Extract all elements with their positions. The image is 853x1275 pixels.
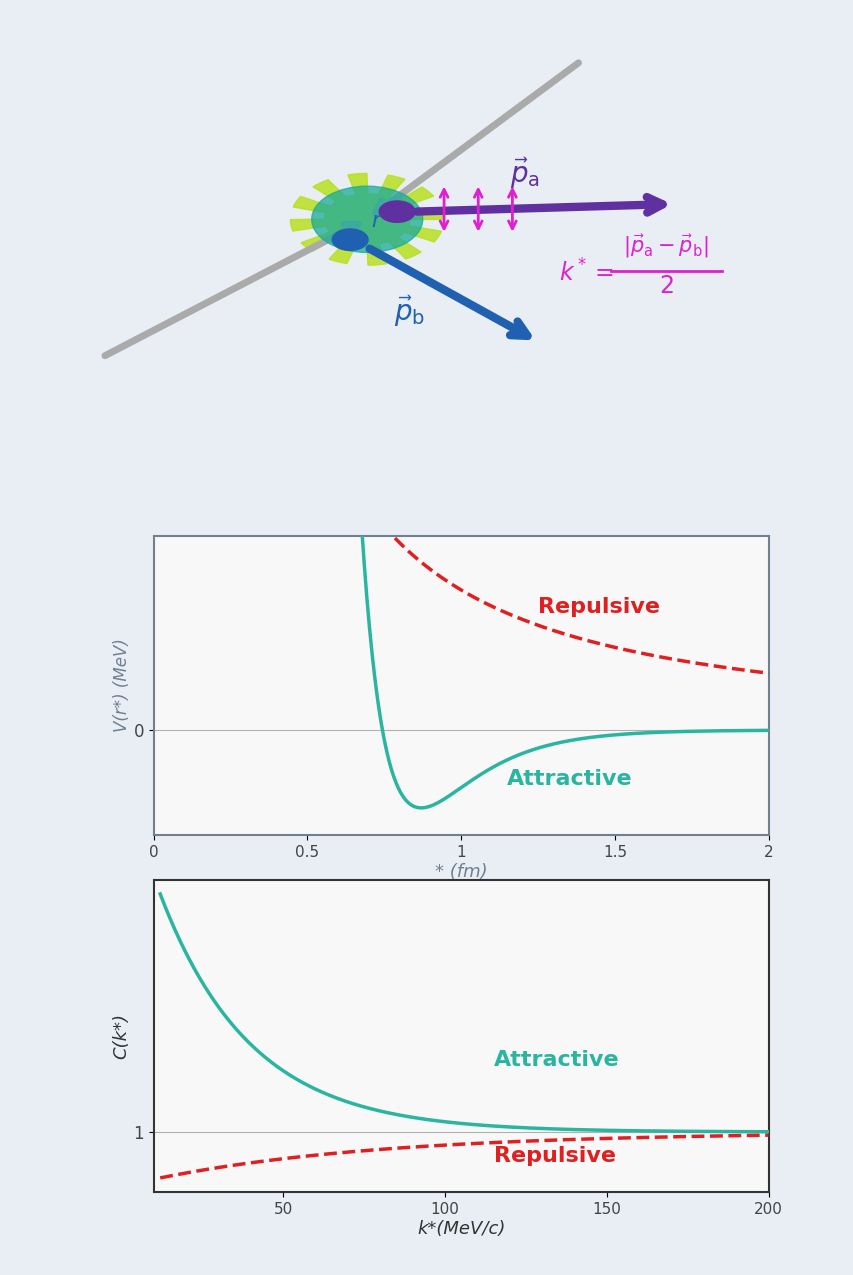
Text: $k^*=$: $k^*=$	[559, 259, 613, 287]
Text: Attractive: Attractive	[493, 1049, 618, 1070]
Text: $2$: $2$	[658, 274, 673, 298]
Text: $|\vec{p}_\mathrm{a}-\vec{p}_\mathrm{b}|$: $|\vec{p}_\mathrm{a}-\vec{p}_\mathrm{b}|…	[623, 232, 708, 260]
Text: $\vec{p}_\mathrm{b}$: $\vec{p}_\mathrm{b}$	[394, 293, 425, 329]
Polygon shape	[290, 173, 444, 265]
Circle shape	[332, 230, 368, 250]
X-axis label: * (fm): * (fm)	[434, 863, 487, 881]
Circle shape	[311, 186, 422, 252]
Text: $\vec{p}_\mathrm{a}$: $\vec{p}_\mathrm{a}$	[509, 156, 540, 191]
Text: Repulsive: Repulsive	[493, 1146, 615, 1165]
Circle shape	[379, 201, 415, 222]
Text: $r$: $r$	[371, 210, 383, 231]
Text: Repulsive: Repulsive	[537, 597, 659, 617]
Y-axis label: C(k*): C(k*)	[113, 1012, 131, 1060]
Y-axis label: V(r*) (MeV): V(r*) (MeV)	[113, 639, 131, 732]
X-axis label: k*(MeV/c): k*(MeV/c)	[416, 1220, 505, 1238]
Text: Attractive: Attractive	[507, 769, 632, 788]
